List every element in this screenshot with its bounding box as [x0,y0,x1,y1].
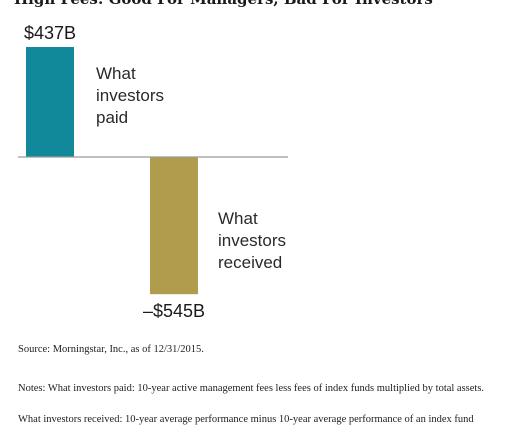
category-label-line: paid [96,108,128,127]
source-note: Source: Morningstar, Inc., as of 12/31/2… [18,344,204,355]
category-label-line: What [218,209,258,228]
bars-layer [26,47,198,295]
bar-chart: $437B –$545B What investors paid What in… [18,23,291,321]
value-label-received: –$545B [143,301,205,321]
bar-received [150,157,198,295]
value-label-paid: $437B [24,23,76,43]
category-label-line: received [218,253,282,272]
note-received: What investors received: 10-year average… [18,414,474,425]
note-paid: Notes: What investors paid: 10-year acti… [18,383,485,394]
bar-paid [26,47,74,157]
category-label-line: investors [218,231,286,250]
category-label-paid: What investors paid [96,64,169,127]
category-label-line: What [96,64,136,83]
page-title: High Fees: Good For Managers, Bad For In… [14,0,433,8]
category-label-received: What investors received [218,209,291,272]
category-label-line: investors [96,86,164,105]
